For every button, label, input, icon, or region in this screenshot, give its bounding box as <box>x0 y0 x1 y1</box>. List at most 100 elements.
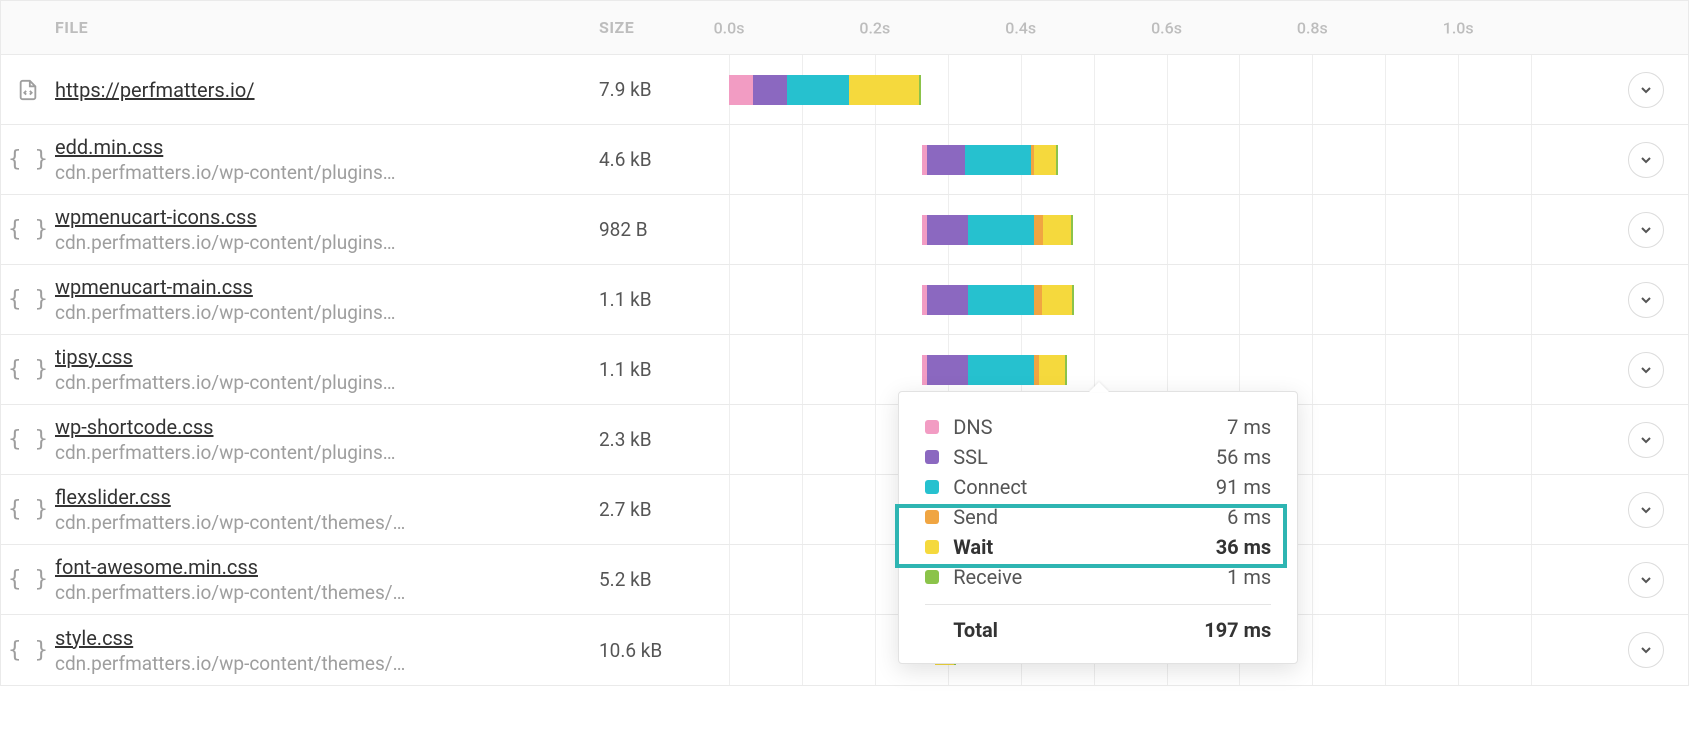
bar-segment-connect <box>787 75 849 105</box>
tooltip-label: Receive <box>953 565 1227 589</box>
file-cell: wpmenucart-icons.csscdn.perfmatters.io/w… <box>55 205 599 254</box>
file-path: cdn.perfmatters.io/wp-content/plugins… <box>55 441 583 464</box>
waterfall-bar[interactable] <box>922 285 1074 315</box>
css-file-icon: { } <box>1 427 55 452</box>
file-link[interactable]: font-awesome.min.css <box>55 555 258 579</box>
expand-row-button[interactable] <box>1628 282 1664 318</box>
tooltip-total-value: 197 ms <box>1204 618 1271 642</box>
file-size: 2.7 kB <box>599 498 729 521</box>
file-path: cdn.perfmatters.io/wp-content/plugins… <box>55 371 583 394</box>
tooltip-row-dns: DNS7 ms <box>925 412 1271 442</box>
bar-segment-ssl <box>927 285 968 315</box>
tooltip-total-label: Total <box>925 618 1204 642</box>
expand-row-button[interactable] <box>1628 422 1664 458</box>
waterfall-bar[interactable] <box>922 145 1058 175</box>
tooltip-label: Wait <box>953 535 1215 559</box>
file-size: 10.6 kB <box>599 639 729 662</box>
expand-row-button[interactable] <box>1628 492 1664 528</box>
bar-segment-send <box>1034 215 1043 245</box>
tooltip-swatch <box>925 450 939 464</box>
bar-segment-connect <box>968 285 1034 315</box>
file-cell: wp-shortcode.csscdn.perfmatters.io/wp-co… <box>55 415 599 464</box>
bar-segment-wait <box>849 75 918 105</box>
column-header-file[interactable]: FILE <box>1 18 599 37</box>
file-cell: font-awesome.min.csscdn.perfmatters.io/w… <box>55 555 599 604</box>
tooltip-row-send: Send6 ms <box>925 502 1271 532</box>
file-link[interactable]: tipsy.css <box>55 345 133 369</box>
tooltip-swatch <box>925 540 939 554</box>
file-cell: wpmenucart-main.csscdn.perfmatters.io/wp… <box>55 275 599 324</box>
file-cell: flexslider.csscdn.perfmatters.io/wp-cont… <box>55 485 599 534</box>
file-cell: style.csscdn.perfmatters.io/wp-content/t… <box>55 626 599 675</box>
file-link[interactable]: style.css <box>55 626 133 650</box>
bar-segment-wait <box>1039 355 1065 385</box>
file-size: 2.3 kB <box>599 428 729 451</box>
css-file-icon: { } <box>1 638 55 663</box>
file-link[interactable]: edd.min.css <box>55 135 163 159</box>
file-link[interactable]: wpmenucart-icons.css <box>55 205 257 229</box>
css-file-icon: { } <box>1 287 55 312</box>
bar-segment-receive <box>919 75 922 105</box>
tooltip-value: 91 ms <box>1216 475 1271 499</box>
waterfall-bar[interactable] <box>729 75 921 105</box>
timeline-cell <box>729 55 1604 124</box>
file-link[interactable]: flexslider.css <box>55 485 171 509</box>
file-link[interactable]: wp-shortcode.css <box>55 415 214 439</box>
column-header-size[interactable]: SIZE <box>599 18 729 37</box>
expand-row-button[interactable] <box>1628 212 1664 248</box>
table-row: { }wp-shortcode.csscdn.perfmatters.io/wp… <box>1 405 1688 475</box>
tooltip-row-ssl: SSL56 ms <box>925 442 1271 472</box>
file-cell: https://perfmatters.io/ <box>55 78 599 102</box>
table-row: { }tipsy.csscdn.perfmatters.io/wp-conten… <box>1 335 1688 405</box>
tooltip-label: DNS <box>953 415 1227 439</box>
waterfall-bar[interactable] <box>922 355 1067 385</box>
file-path: cdn.perfmatters.io/wp-content/plugins… <box>55 231 583 254</box>
tooltip-swatch <box>925 480 939 494</box>
expand-row-button[interactable] <box>1628 562 1664 598</box>
bar-segment-wait <box>1042 285 1072 315</box>
timeline-tick: 0.8s <box>1297 18 1328 37</box>
table-row: { }font-awesome.min.csscdn.perfmatters.i… <box>1 545 1688 615</box>
bar-segment-send <box>1034 285 1041 315</box>
css-file-icon: { } <box>1 497 55 522</box>
file-cell: edd.min.csscdn.perfmatters.io/wp-content… <box>55 135 599 184</box>
table-row: { }edd.min.csscdn.perfmatters.io/wp-cont… <box>1 125 1688 195</box>
bar-segment-connect <box>968 215 1034 245</box>
timeline-cell <box>729 195 1604 264</box>
tooltip-swatch <box>925 510 939 524</box>
table-row: { }flexslider.csscdn.perfmatters.io/wp-c… <box>1 475 1688 545</box>
table-row: { }wpmenucart-main.csscdn.perfmatters.io… <box>1 265 1688 335</box>
expand-row-button[interactable] <box>1628 352 1664 388</box>
bar-segment-connect <box>968 355 1034 385</box>
file-link[interactable]: wpmenucart-main.css <box>55 275 253 299</box>
timeline-tick: 0.0s <box>714 18 745 37</box>
tooltip-label: Send <box>953 505 1227 529</box>
file-cell: tipsy.csscdn.perfmatters.io/wp-content/p… <box>55 345 599 394</box>
timeline-cell <box>729 265 1604 334</box>
css-file-icon: { } <box>1 567 55 592</box>
html-file-icon <box>1 79 55 101</box>
tooltip-value: 1 ms <box>1227 565 1271 589</box>
expand-row-button[interactable] <box>1628 632 1664 668</box>
file-link[interactable]: https://perfmatters.io/ <box>55 78 255 102</box>
tooltip-value: 56 ms <box>1216 445 1271 469</box>
css-file-icon: { } <box>1 217 55 242</box>
waterfall-table: FILE SIZE 0.0s0.2s0.4s0.6s0.8s1.0s https… <box>0 0 1689 686</box>
file-size: 4.6 kB <box>599 148 729 171</box>
table-row: { }style.csscdn.perfmatters.io/wp-conten… <box>1 615 1688 685</box>
bar-segment-connect <box>965 145 1031 175</box>
tooltip-row-wait: Wait36 ms <box>925 532 1271 562</box>
tooltip-value: 6 ms <box>1227 505 1271 529</box>
bar-segment-wait <box>1043 215 1071 245</box>
expand-row-button[interactable] <box>1628 72 1664 108</box>
column-header-timeline: 0.0s0.2s0.4s0.6s0.8s1.0s <box>729 1 1604 54</box>
tooltip-label: Connect <box>953 475 1216 499</box>
bar-segment-receive <box>1072 285 1074 315</box>
tooltip-value: 7 ms <box>1227 415 1271 439</box>
expand-row-button[interactable] <box>1628 142 1664 178</box>
waterfall-bar[interactable] <box>922 215 1073 245</box>
timeline-tick: 0.2s <box>859 18 890 37</box>
header-row: FILE SIZE 0.0s0.2s0.4s0.6s0.8s1.0s <box>1 1 1688 55</box>
bar-segment-dns <box>729 75 753 105</box>
table-row: https://perfmatters.io/7.9 kB <box>1 55 1688 125</box>
